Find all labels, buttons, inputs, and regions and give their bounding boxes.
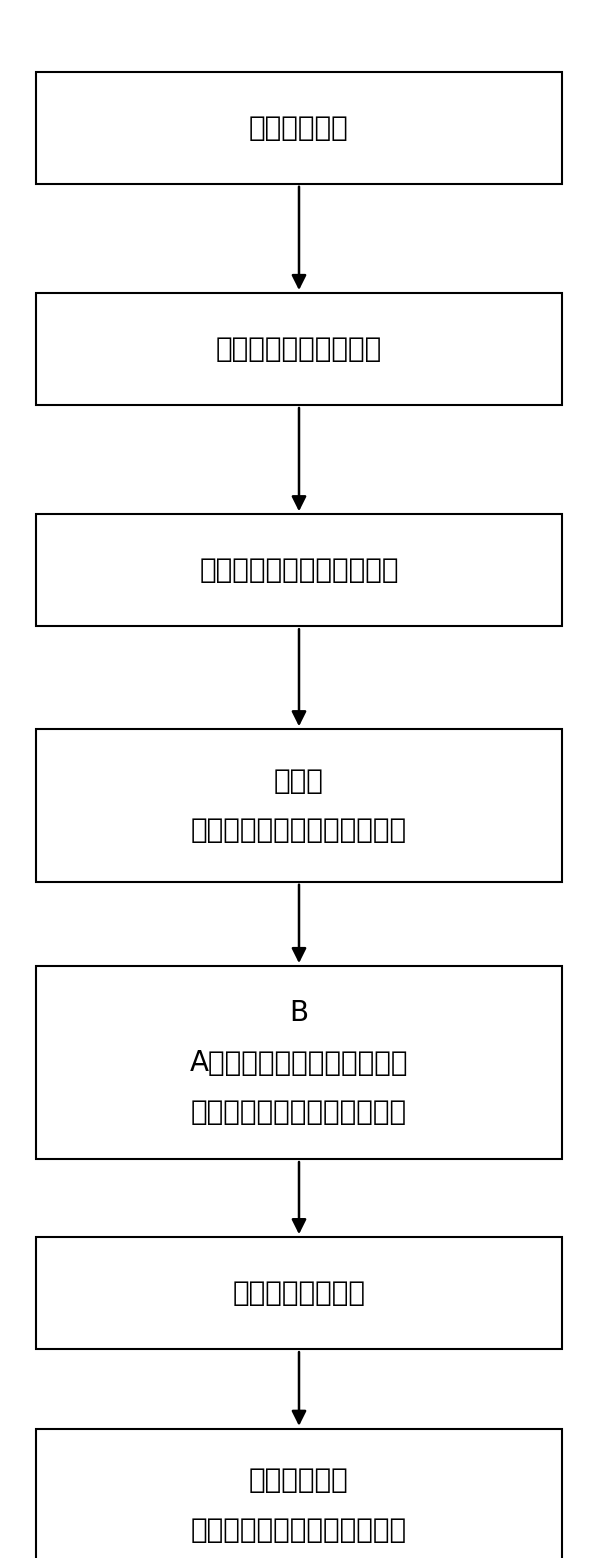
Text: 车辆识别模型: 车辆识别模型: [249, 1466, 349, 1494]
Text: 构建车辆识别模型: 构建车辆识别模型: [233, 1279, 365, 1307]
Text: 建立人工预设特征提取模型: 建立人工预设特征提取模型: [199, 556, 399, 584]
Text: 建立人工预设特征关键参数计: 建立人工预设特征关键参数计: [191, 816, 407, 844]
FancyBboxPatch shape: [36, 1237, 562, 1349]
Text: 通过训练样本训练上述构建的: 通过训练样本训练上述构建的: [191, 1516, 407, 1544]
Text: A和第二全连接神经网络模型: A和第二全连接神经网络模型: [190, 1049, 408, 1077]
FancyBboxPatch shape: [36, 293, 562, 405]
Text: 算模型: 算模型: [274, 767, 324, 795]
Text: B: B: [289, 999, 309, 1027]
Text: 建立卷积神经网络模型: 建立卷积神经网络模型: [216, 335, 382, 363]
Text: 建立第一全连接神经网络模型: 建立第一全连接神经网络模型: [191, 1098, 407, 1126]
FancyBboxPatch shape: [36, 966, 562, 1159]
FancyBboxPatch shape: [36, 729, 562, 882]
FancyBboxPatch shape: [36, 514, 562, 626]
FancyBboxPatch shape: [36, 72, 562, 184]
FancyBboxPatch shape: [36, 1429, 562, 1558]
Text: 获取训练样本: 获取训练样本: [249, 114, 349, 142]
